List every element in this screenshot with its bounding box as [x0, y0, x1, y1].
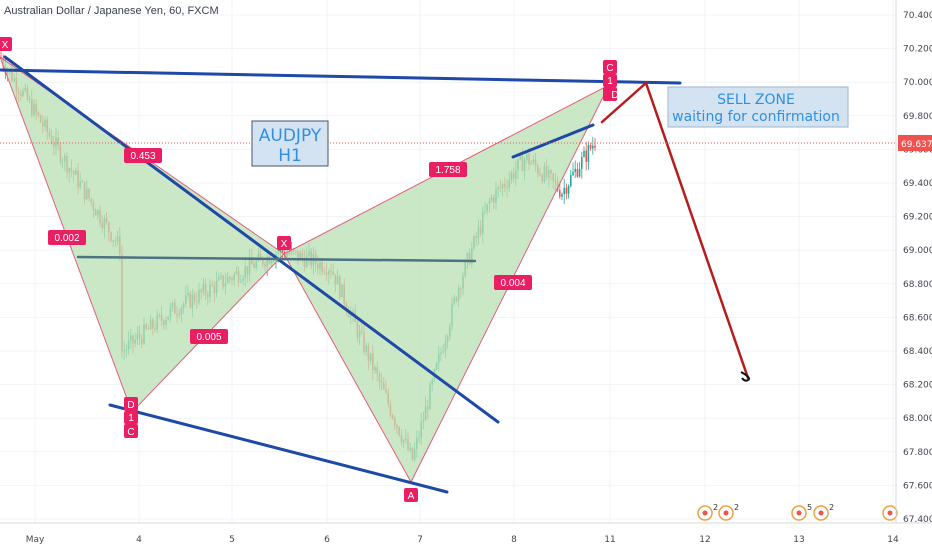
- y-tick-label: 69.800: [903, 112, 932, 122]
- event-marker-count: 2: [734, 503, 739, 512]
- candle-body: [570, 175, 572, 186]
- x-tick-label: 6: [324, 535, 330, 545]
- event-markers: 2 2 5 2: [697, 503, 898, 521]
- candle-body: [567, 185, 570, 194]
- svg-text:X: X: [281, 239, 288, 250]
- x-tick-label: 13: [793, 535, 804, 545]
- event-marker-dot: [818, 510, 824, 516]
- y-tick-label: 68.400: [903, 347, 932, 357]
- ratio-label[interactable]: 0.004: [494, 275, 532, 290]
- x-tick-label: 8: [511, 535, 517, 545]
- resistance-line: [0, 68, 682, 85]
- y-tick-label: 70.400: [903, 11, 932, 21]
- sell-zone-title: SELL ZONE: [717, 92, 795, 108]
- point-label-1-right[interactable]: 1: [603, 74, 617, 87]
- x-tick-label: 5: [229, 535, 235, 545]
- candle-body: [578, 168, 581, 177]
- ratio-label-text: 0.005: [196, 332, 221, 343]
- point-label-x-mid[interactable]: X: [277, 236, 291, 250]
- y-tick-label: 68.000: [903, 414, 932, 424]
- ratio-label[interactable]: 0.005: [190, 329, 228, 344]
- svg-text:C: C: [606, 63, 613, 74]
- last-price-value: 69.637: [901, 140, 932, 150]
- svg-text:D: D: [611, 90, 618, 101]
- event-marker-count: 2: [713, 503, 718, 512]
- svg-text:A: A: [408, 491, 415, 502]
- x-tick-label: 11: [604, 535, 615, 545]
- sell-zone-subtitle: waiting for confirmation: [672, 109, 840, 125]
- x-tick-label: 7: [417, 535, 423, 545]
- ratio-label[interactable]: 0.453: [124, 148, 162, 163]
- support-line: [108, 403, 449, 494]
- point-label-x-top[interactable]: X: [0, 37, 12, 51]
- event-marker-dot: [796, 510, 802, 516]
- svg-text:1: 1: [607, 76, 613, 87]
- candle-body: [572, 171, 574, 176]
- candle-body: [581, 156, 583, 169]
- event-marker-dot: [723, 510, 729, 516]
- event-marker-count: 2: [829, 503, 834, 512]
- candle-body: [576, 168, 579, 177]
- x-tick-label: 4: [136, 535, 142, 545]
- svg-text:C: C: [127, 427, 134, 438]
- point-label-c-left[interactable]: C: [124, 424, 138, 438]
- ratio-label[interactable]: 1.758: [429, 162, 467, 177]
- candle-body: [565, 187, 568, 194]
- sell-zone-box[interactable]: [667, 86, 849, 128]
- y-tick-label: 68.200: [903, 381, 932, 391]
- y-tick-label: 69.200: [903, 213, 932, 223]
- point-label-1-left[interactable]: 1: [124, 411, 138, 424]
- y-tick-label: 67.800: [903, 448, 932, 458]
- candle-body: [563, 187, 565, 195]
- candle-body: [561, 194, 563, 197]
- candle-body: [559, 190, 561, 197]
- ratio-label-text: 0.002: [54, 233, 79, 244]
- channel-line: [511, 123, 595, 159]
- x-tick-label: 14: [887, 535, 899, 545]
- symbol-annotation-box[interactable]: [251, 120, 329, 167]
- candle-body: [587, 145, 590, 162]
- down-trend-line: [3, 55, 500, 424]
- point-label-d-right[interactable]: D: [603, 87, 619, 101]
- y-tick-label: 68.800: [903, 280, 932, 290]
- point-label-a-bottom[interactable]: A: [404, 488, 418, 502]
- point-label-c-right[interactable]: C: [603, 60, 617, 74]
- svg-text:X: X: [2, 40, 9, 51]
- candle-body: [592, 145, 594, 149]
- symbol-annotation-line1: AUDJPY: [259, 126, 322, 146]
- sell-arrow-down: [644, 81, 750, 380]
- point-label-d-left[interactable]: D: [124, 397, 138, 411]
- svg-text:1: 1: [128, 413, 134, 424]
- candle-body: [574, 168, 576, 172]
- event-marker-dot: [702, 510, 708, 516]
- y-tick-label: 67.600: [903, 481, 932, 491]
- chart-title: Australian Dollar / Japanese Yen, 60, FX…: [4, 5, 219, 17]
- y-tick-label: 70.200: [903, 45, 932, 55]
- event-marker-count: 5: [807, 503, 812, 512]
- event-marker-dot: [887, 510, 893, 516]
- candle-body: [585, 150, 587, 162]
- arrow-head-icon: [740, 371, 751, 382]
- ratio-label-text: 1.758: [435, 165, 460, 176]
- svg-text:D: D: [127, 400, 134, 411]
- x-tick-label: 12: [699, 535, 710, 545]
- ratio-label[interactable]: 0.002: [48, 230, 86, 245]
- last-price-tag: [898, 135, 932, 151]
- y-tick-label: 69.000: [903, 246, 932, 256]
- y-tick-label: 68.600: [903, 313, 932, 323]
- x-tick-label: May: [26, 535, 45, 545]
- mid-level-line: [76, 255, 477, 263]
- candle-body: [589, 145, 592, 149]
- y-tick-label: 67.400: [903, 515, 932, 525]
- candle-body: [594, 145, 596, 148]
- sell-arrow-up: [600, 81, 648, 124]
- ratio-label-text: 0.453: [130, 151, 155, 162]
- drawing-lines: [0, 55, 751, 494]
- candle-body: [583, 150, 585, 157]
- symbol-annotation-line2: H1: [278, 146, 302, 166]
- ratio-label-text: 0.004: [500, 278, 525, 289]
- y-tick-label: 69.400: [903, 179, 932, 189]
- y-tick-label: 70.000: [903, 78, 932, 88]
